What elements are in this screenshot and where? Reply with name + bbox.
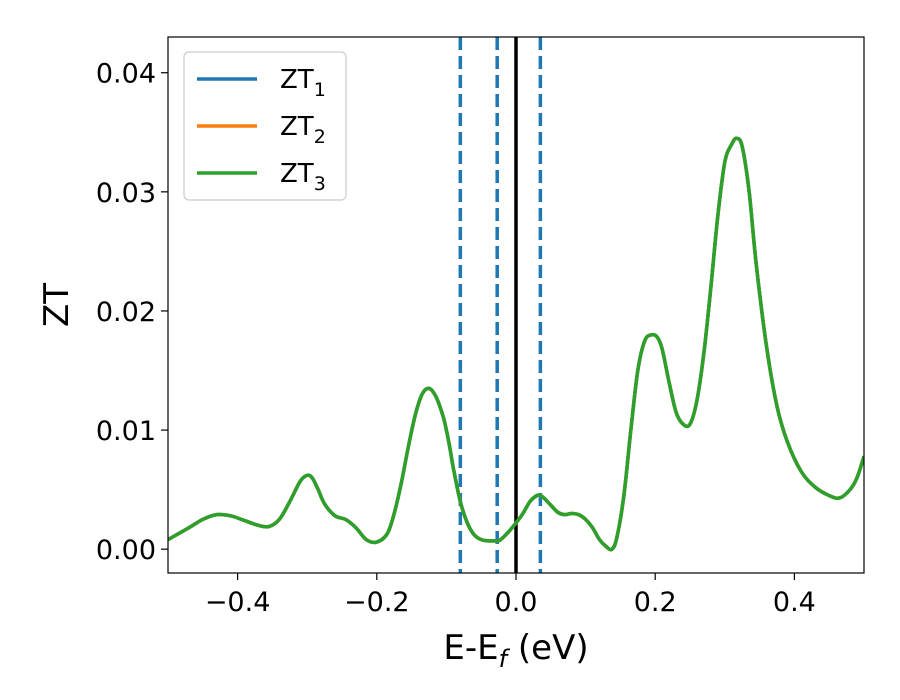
legend-label-zt3: ZT3 [280,159,326,195]
y-tick-label: 0.00 [96,535,156,566]
y-tick-label: 0.02 [96,297,156,328]
legend-label-zt2: ZT2 [280,112,326,148]
x-axis-label-main: E-E [443,628,498,668]
x-axis: −0.4 −0.2 0.0 0.2 0.4 [205,573,816,618]
plot-content [168,37,864,573]
legend-label-subscript: 1 [314,79,326,101]
legend-label-subscript: 3 [314,173,326,195]
legend-label-subscript: 2 [314,126,326,148]
series-line-zt3 [168,136,864,552]
plot-area [168,37,864,573]
legend-box [183,51,347,201]
x-axis-label-unit: (eV) [507,628,589,668]
y-axis-label: ZT [37,283,77,327]
x-tick-label: 0.4 [773,587,816,618]
legend-label-base: ZT [280,65,314,95]
x-axis-label: E-Ef (eV) [443,628,588,673]
x-tick-label: 0.2 [634,587,677,618]
legend-label-base: ZT [280,159,314,189]
y-tick-label: 0.01 [96,416,156,447]
y-tick-label: 0.04 [96,59,156,90]
x-tick-label: 0.0 [495,587,538,618]
y-axis: 0.00 0.01 0.02 0.03 0.04 [96,59,168,566]
y-tick-label: 0.03 [96,178,156,209]
legend-label-zt1: ZT1 [280,65,326,101]
x-tick-label: −0.4 [205,587,271,618]
x-tick-label: −0.2 [344,587,410,618]
legend-label-base: ZT [280,112,314,142]
